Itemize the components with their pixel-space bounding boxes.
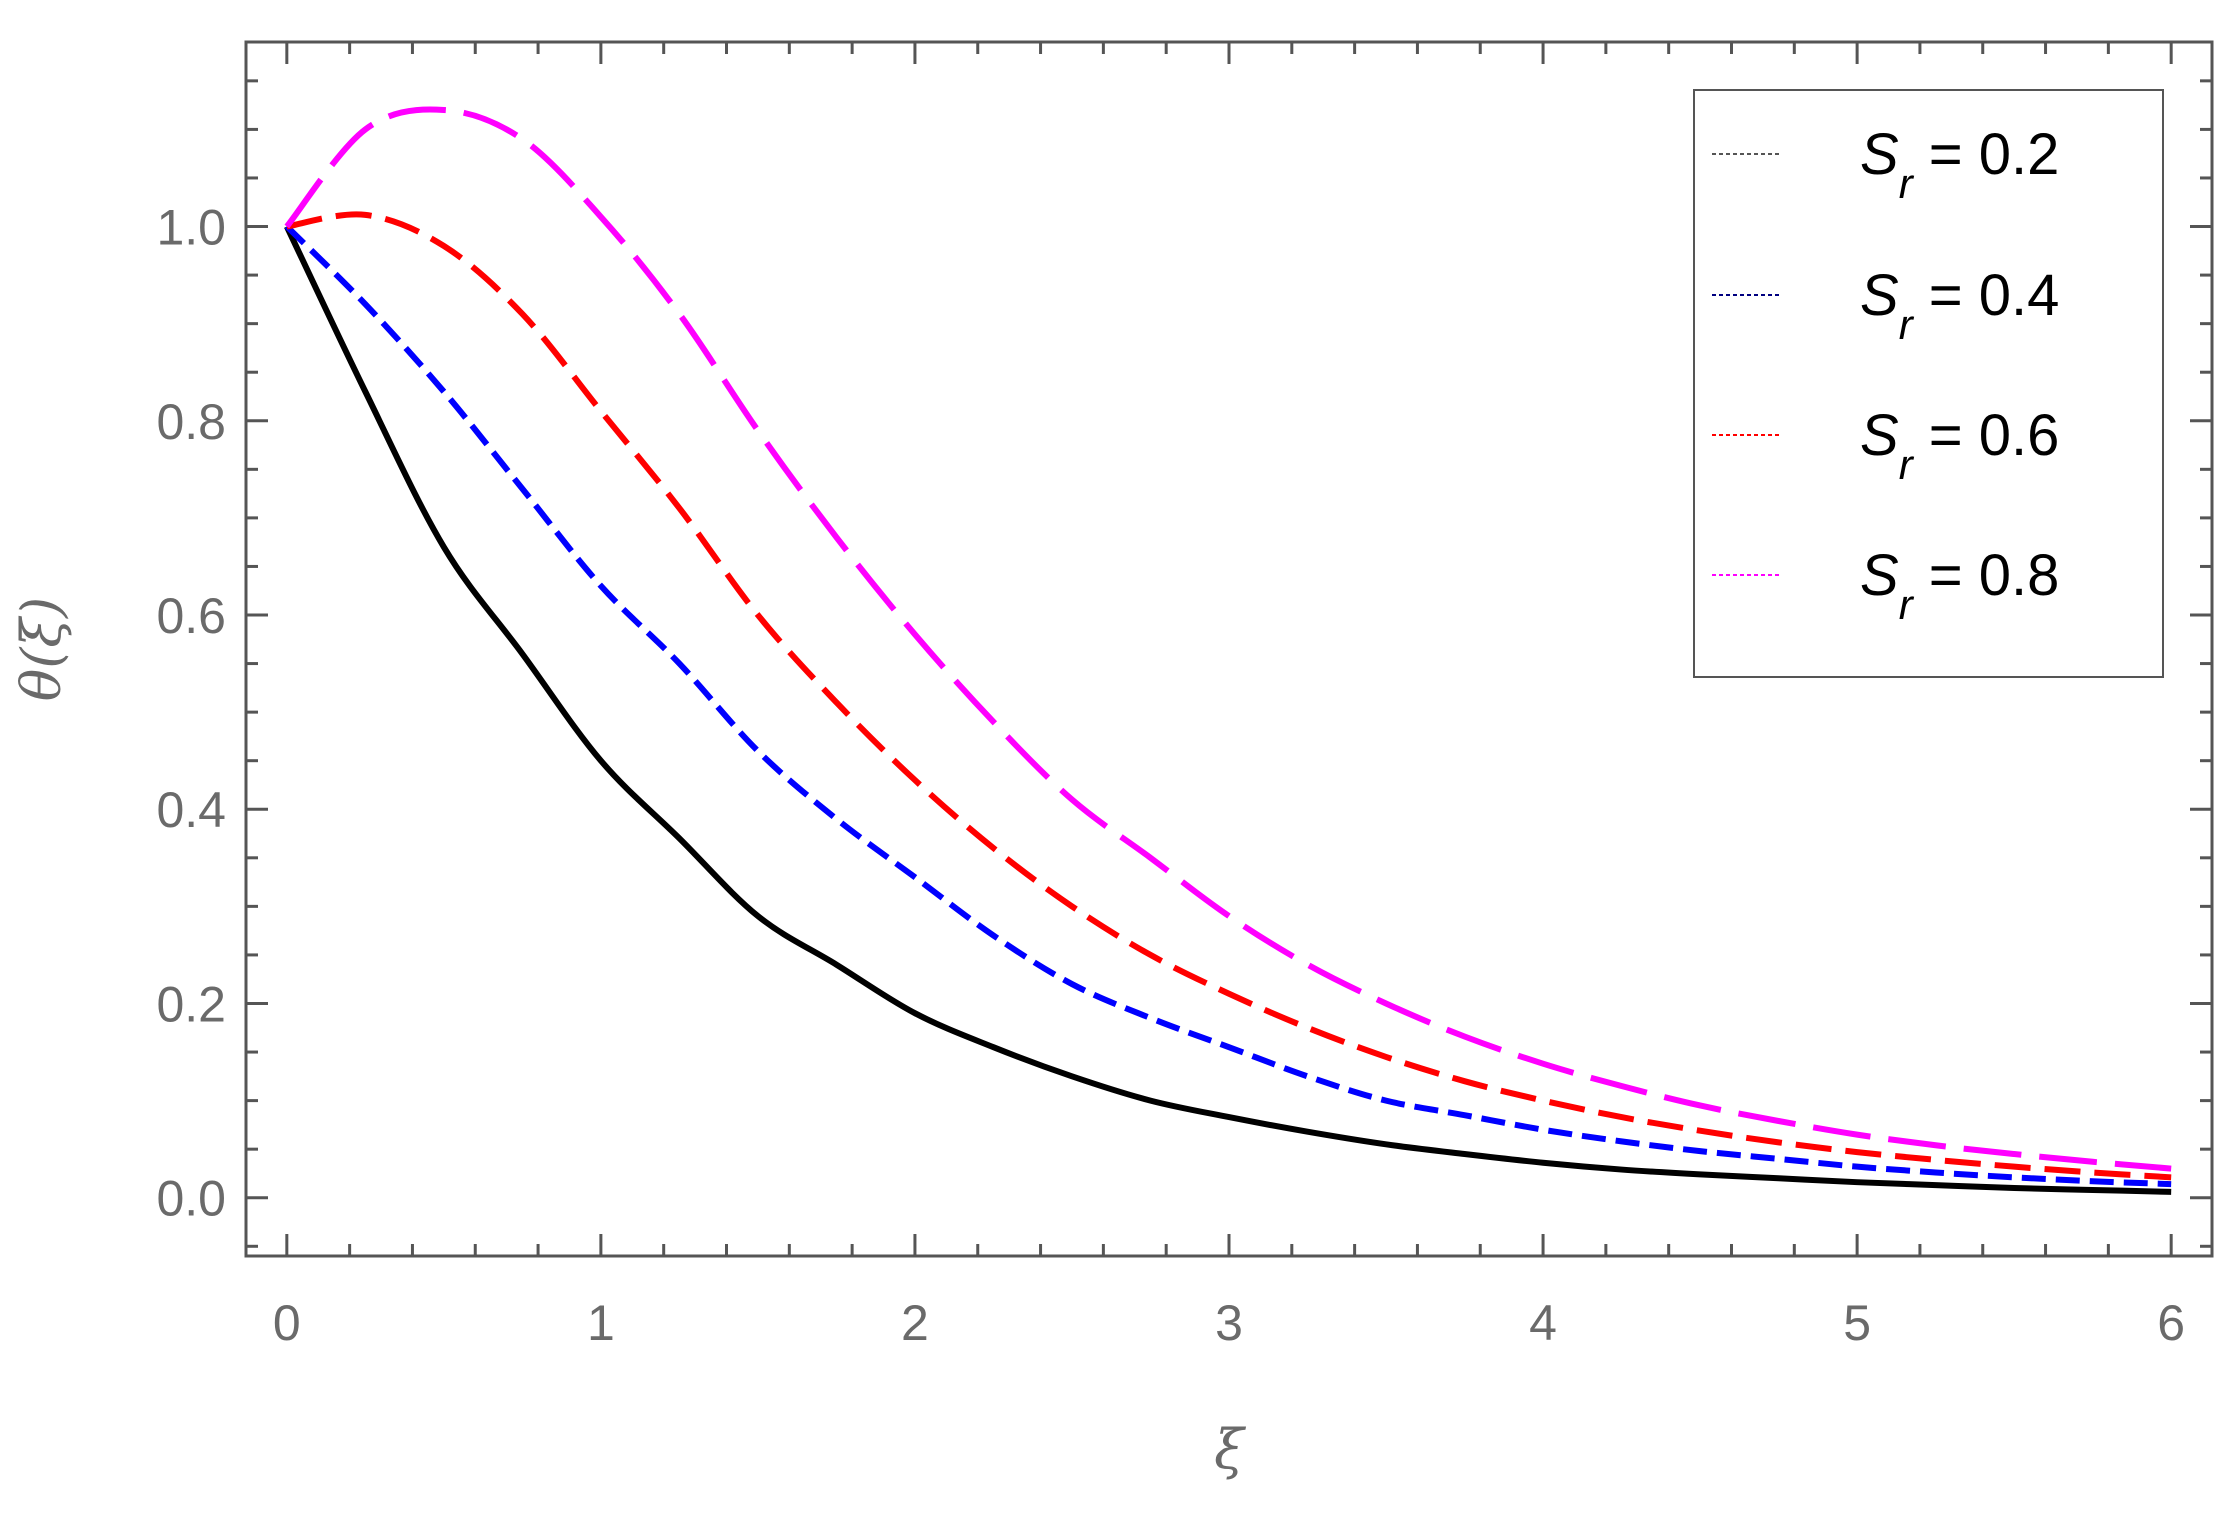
y-tick-label: 0.0 — [156, 1171, 226, 1227]
axis-ticks — [246, 42, 2212, 1256]
series-line-3 — [286, 211, 2172, 1181]
legend-label: Sr = 0.2 — [1860, 122, 2059, 207]
legend-label: Sr = 0.8 — [1860, 543, 2059, 628]
series-line-1 — [284, 225, 2172, 1195]
y-tick-label: 0.4 — [156, 782, 226, 838]
x-axis-label: ξ — [1214, 1418, 1246, 1481]
x-tick-label: 1 — [587, 1295, 615, 1351]
tick-labels: 0 1 2 3 4 5 6 0.0 0.2 0.4 0.6 0.8 1.0 — [156, 200, 2185, 1351]
x-tick-label: 3 — [1215, 1295, 1243, 1351]
y-tick-label: 0.8 — [156, 394, 226, 450]
x-tick-label: 4 — [1529, 1295, 1557, 1351]
series-line-4 — [284, 106, 2172, 1172]
y-tick-label: 0.2 — [156, 976, 226, 1032]
legend-box — [1693, 89, 2164, 678]
x-tick-label: 6 — [2157, 1295, 2185, 1351]
y-tick-label: 0.6 — [156, 588, 226, 644]
y-axis-label: θ(ξ) — [10, 597, 73, 701]
series-line-2 — [284, 224, 2172, 1188]
y-tick-label: 1.0 — [156, 200, 226, 256]
x-tick-label: 2 — [901, 1295, 929, 1351]
x-tick-label: 5 — [1843, 1295, 1871, 1351]
series-lines — [284, 106, 2172, 1195]
legend-label: Sr = 0.4 — [1860, 263, 2059, 348]
legend: Sr = 0.2 Sr = 0.4 Sr = 0.6 Sr = 0.8 — [1693, 89, 2164, 678]
x-tick-label: 0 — [273, 1295, 301, 1351]
legend-label: Sr = 0.6 — [1860, 403, 2059, 488]
